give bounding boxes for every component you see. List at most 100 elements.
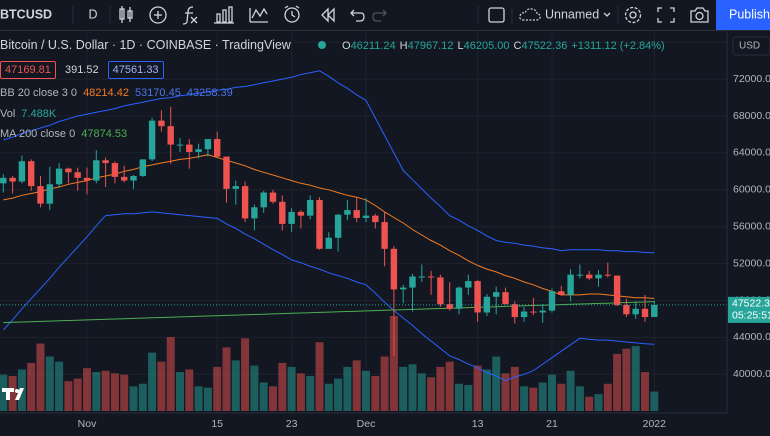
volume-bar: [250, 365, 259, 411]
symbol[interactable]: BTCUSD: [0, 7, 52, 21]
volume-bar: [148, 352, 157, 411]
symbol-description: Bitcoin / U.S. Dollar · 1D · COINBASE · …: [0, 38, 291, 52]
candle-body: [446, 304, 453, 309]
price-axis: [727, 31, 770, 436]
candle-body: [37, 186, 44, 204]
x-tick-label: 21: [546, 418, 558, 430]
volume-bar: [594, 394, 603, 411]
bb-lower: 43258.39: [186, 87, 233, 99]
ma-value: 47874.53: [81, 128, 128, 140]
volume-bar: [436, 366, 445, 411]
bb-upper: 53170.45: [134, 87, 181, 99]
volume-bar: [455, 383, 463, 411]
x-tick-label: Dec: [357, 418, 376, 430]
volume-bar: [445, 361, 454, 411]
volume-bar: [529, 387, 538, 411]
spread: 391.52: [64, 64, 99, 76]
volume-bar: [371, 375, 380, 411]
x-tick-label: Nov: [78, 418, 97, 430]
volume-bar: [603, 383, 612, 411]
cloud-icon[interactable]: [519, 8, 541, 21]
candle-body: [325, 237, 332, 249]
candle-body: [493, 292, 500, 297]
candle-body: [269, 192, 277, 202]
publish-button[interactable]: [716, 0, 770, 30]
volume-bar: [566, 370, 575, 411]
candle-body: [121, 176, 128, 181]
volume-bar: [36, 343, 45, 411]
candle-body: [390, 248, 398, 290]
buy-button[interactable]: 47561.33: [107, 61, 164, 79]
volume-bar: [427, 377, 436, 411]
candle-body: [567, 274, 574, 295]
volume-bar: [176, 372, 184, 411]
currency[interactable]: USD: [739, 41, 760, 52]
volume-bar: [110, 373, 119, 411]
candle-body: [167, 126, 174, 145]
ohlc-value: 47967.12: [407, 40, 454, 52]
volume-bar: [520, 386, 529, 411]
candle-body: [130, 175, 137, 181]
volume-bar: [269, 386, 277, 411]
candle-body: [437, 277, 444, 305]
toolbar-icons-right[interactable]: [624, 6, 709, 24]
candle-body: [195, 149, 202, 152]
ohlc-value: 47522.36: [521, 40, 568, 52]
candle-body: [28, 161, 35, 187]
volume-bar: [557, 383, 566, 411]
candle-body: [632, 308, 639, 315]
volume-bar: [352, 360, 361, 411]
candle-body: [186, 144, 193, 152]
volume-bar: [278, 362, 287, 411]
volume-bar: [73, 378, 82, 411]
candle-body: [455, 287, 463, 309]
vol-label: Vol: [0, 108, 16, 120]
volume-bar: [380, 356, 389, 411]
layout-icon[interactable]: [488, 7, 505, 23]
toolbar-icons[interactable]: [119, 5, 365, 25]
ma-label: MA 200 close 0: [0, 128, 76, 140]
candle-body: [288, 211, 295, 224]
volume-bar: [501, 373, 510, 411]
volume-bar: [417, 373, 426, 411]
candle-body: [111, 163, 119, 177]
volume-bar: [203, 387, 212, 411]
candle-body: [651, 304, 658, 317]
sell-button[interactable]: 47169.81: [0, 61, 56, 79]
candle-body: [502, 292, 509, 305]
volume-bar: [287, 366, 296, 411]
publish-label[interactable]: Publish: [729, 7, 770, 21]
volume-bar: [83, 368, 91, 411]
candle-body: [316, 199, 323, 249]
volume-bar: [389, 316, 398, 411]
volume-bar: [194, 386, 203, 411]
candle-body: [465, 281, 472, 288]
currency-button[interactable]: [732, 36, 770, 56]
interval[interactable]: D: [88, 7, 97, 21]
vol-legend: Vol 7.488K: [0, 107, 62, 121]
candle-body: [158, 120, 165, 127]
bb-upper-line: [3, 70, 655, 254]
candle-body: [409, 276, 416, 288]
candle-body: [260, 192, 267, 208]
candle-body: [344, 210, 351, 215]
redo-icon[interactable]: [372, 9, 387, 22]
candle-body: [400, 287, 407, 290]
candle-body: [548, 291, 556, 311]
candle-body: [204, 139, 212, 150]
volume-bar: [231, 360, 240, 411]
candle-body: [93, 160, 100, 181]
volume-bar: [166, 337, 175, 411]
y-tick-label: 68000.00: [733, 110, 770, 122]
candle-body: [353, 210, 360, 218]
candle-body: [251, 207, 258, 219]
layout-name[interactable]: Unnamed: [545, 7, 599, 21]
dropdown-arrow[interactable]: [603, 12, 611, 17]
volume-bar: [64, 381, 73, 411]
candle-body: [46, 184, 53, 204]
volume-bar: [120, 374, 129, 411]
ma-legend: MA 200 close 0 47874.53: [0, 127, 133, 141]
candle-body: [372, 215, 379, 223]
